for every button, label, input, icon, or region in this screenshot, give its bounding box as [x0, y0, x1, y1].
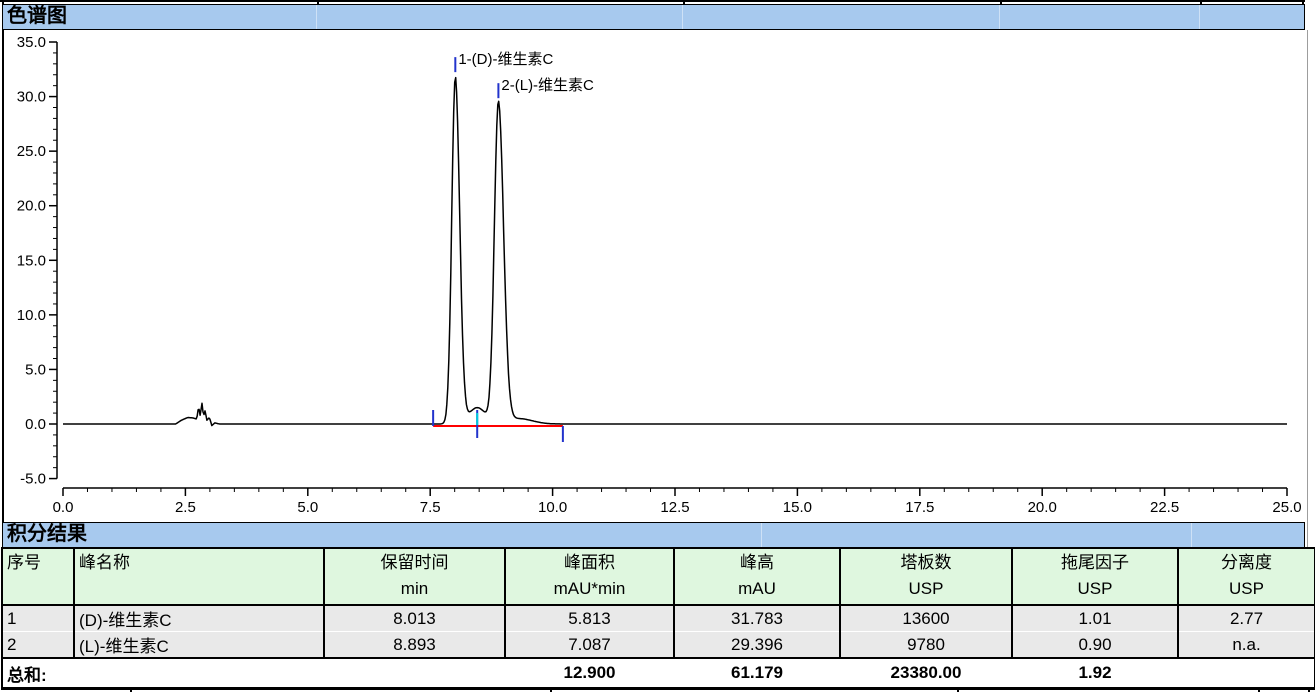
chromatogram-plot-area[interactable]: -5.0 0.0 5.0 10.0 15.0 20.0 25.0 30.0 35.0 0.0 2.5…: [0, 31, 1315, 522]
results-header-row: 序号 峰名称 保留时间 min 峰面积 mAU*min 峰高 mAU 塔板数 U…: [1, 547, 1315, 606]
cell-retention-time: 8.893: [323, 631, 506, 659]
total-peak-area: 12.900: [505, 657, 674, 690]
header-grid-divider: [682, 5, 683, 29]
cell-peak-height: 31.783: [673, 605, 841, 632]
svg-text:1-(D)-维生素C: 1-(D)-维生素C: [458, 51, 553, 68]
top-grid-tick: [317, 0, 319, 5]
top-grid-tick: [1000, 0, 1002, 5]
column-header-retention-time: 保留时间 min: [323, 547, 506, 606]
bottom-grid-tick: [130, 687, 132, 692]
header-grid-divider: [316, 5, 317, 29]
header-grid-divider: [761, 523, 762, 547]
results-section-title: 积分结果: [7, 523, 87, 545]
top-grid-tick: [1200, 0, 1202, 5]
svg-text:-5.0: -5.0: [20, 471, 46, 488]
svg-text:0.0: 0.0: [25, 416, 46, 433]
svg-text:35.0: 35.0: [17, 34, 46, 51]
svg-text:15.0: 15.0: [17, 252, 46, 269]
bottom-grid-tick: [1258, 687, 1260, 692]
cell-tailing-factor: 1.01: [1011, 605, 1179, 632]
svg-text:10.0: 10.0: [17, 307, 46, 324]
column-header-peak-name: 峰名称: [73, 547, 325, 606]
svg-text:25.0: 25.0: [17, 143, 46, 160]
table-row-total: 总和: 12.900 61.179 23380.00 1.92: [1, 657, 1315, 690]
total-retention-time: [324, 657, 505, 690]
top-grid-tick: [683, 0, 685, 5]
svg-text:0.0: 0.0: [53, 499, 74, 516]
bottom-grid-tick: [957, 687, 959, 692]
svg-text:22.5: 22.5: [1150, 499, 1179, 516]
chromatogram-section-header: 色谱图: [2, 4, 1305, 30]
column-header-peak-height: 峰高 mAU: [673, 547, 841, 606]
total-tailing-factor: 1.92: [1012, 657, 1178, 690]
right-border: [1307, 30, 1308, 687]
cell-no: 1: [1, 605, 75, 632]
svg-text:12.5: 12.5: [660, 499, 689, 516]
chromatogram-section-title: 色谱图: [7, 5, 67, 27]
svg-text:17.5: 17.5: [905, 499, 934, 516]
svg-text:25.0: 25.0: [1272, 499, 1301, 516]
cell-tailing-factor: 0.90: [1011, 631, 1179, 659]
top-border: [0, 0, 1305, 2]
column-header-no: 序号: [1, 547, 75, 606]
svg-text:7.5: 7.5: [420, 499, 441, 516]
svg-text:15.0: 15.0: [783, 499, 812, 516]
column-header-resolution: 分离度 USP: [1177, 547, 1315, 606]
column-header-plate-count: 塔板数 USP: [839, 547, 1013, 606]
cell-peak-name: (L)-维生素C: [73, 631, 325, 659]
svg-text:5.0: 5.0: [25, 361, 46, 378]
svg-text:2-(L)-维生素C: 2-(L)-维生素C: [501, 77, 594, 94]
svg-text:2.5: 2.5: [175, 499, 196, 516]
header-grid-divider: [1191, 523, 1192, 547]
total-plate-count: 23380.00: [840, 657, 1012, 690]
total-label: 总和:: [1, 657, 324, 690]
column-header-tailing-factor: 拖尾因子 USP: [1011, 547, 1179, 606]
column-header-peak-area: 峰面积 mAU*min: [504, 547, 675, 606]
integration-results-table: 序号 峰名称 保留时间 min 峰面积 mAU*min 峰高 mAU 塔板数 U…: [1, 547, 1315, 690]
header-grid-divider: [999, 5, 1000, 29]
cell-peak-area: 5.813: [504, 605, 675, 632]
cell-resolution: 2.77: [1177, 605, 1315, 632]
chromatogram-plot[interactable]: -5.0 0.0 5.0 10.0 15.0 20.0 25.0 30.0 35.0 0.0 2.5…: [0, 31, 1315, 522]
cell-resolution: n.a.: [1177, 631, 1315, 659]
header-grid-divider: [1199, 5, 1200, 29]
bottom-grid-tick: [550, 687, 552, 692]
bottom-grid-tick: [1308, 687, 1310, 692]
svg-text:30.0: 30.0: [17, 89, 46, 106]
results-section-header: 积分结果: [2, 522, 1305, 548]
table-row-peak-2[interactable]: 2 (L)-维生素C 8.893 7.087 29.396 9780 0.90 …: [1, 631, 1315, 659]
cell-peak-name: (D)-维生素C: [73, 605, 325, 632]
cell-peak-height: 29.396: [673, 631, 841, 659]
total-resolution: [1178, 657, 1315, 690]
cell-retention-time: 8.013: [323, 605, 506, 632]
svg-text:20.0: 20.0: [17, 198, 46, 215]
table-row-peak-1[interactable]: 1 (D)-维生素C 8.013 5.813 31.783 13600 1.01…: [1, 605, 1315, 632]
cell-plate-count: 13600: [839, 605, 1013, 632]
cell-peak-area: 7.087: [504, 631, 675, 659]
left-border: [2, 2, 4, 686]
svg-text:20.0: 20.0: [1028, 499, 1057, 516]
total-peak-height: 61.179: [674, 657, 840, 690]
cell-plate-count: 9780: [839, 631, 1013, 659]
cell-no: 2: [1, 631, 75, 659]
svg-text:5.0: 5.0: [297, 499, 318, 516]
svg-text:10.0: 10.0: [538, 499, 567, 516]
